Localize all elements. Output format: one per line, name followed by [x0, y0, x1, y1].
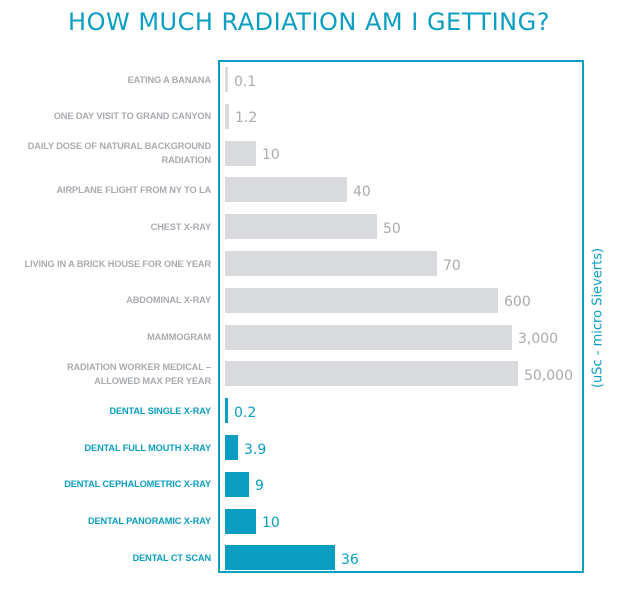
category-label-line: DENTAL SINGLE X-RAY	[109, 405, 211, 416]
category-label-line: CHEST X-RAY	[150, 221, 211, 232]
category-label: RADIATION WORKER MEDICAL – ALLOWED MAX PE…	[67, 360, 211, 388]
category-label: DENTAL FULL MOUTH X-RAY	[85, 441, 212, 455]
category-label-line: RADIATION WORKER MEDICAL –	[66, 361, 211, 372]
category-label: DAILY DOSE OF NATURAL BACKGROUND RADIATIO…	[28, 139, 211, 167]
category-label-line: AIRPLANE FLIGHT FROM NY TO LA	[56, 184, 212, 195]
bar	[225, 214, 377, 240]
category-label-line: DENTAL CEPHALOMETRIC X-RAY	[64, 479, 211, 490]
bar	[225, 435, 238, 460]
category-label: DENTAL PANORAMIC X-RAY	[88, 514, 211, 528]
category-label: ONE DAY VISIT TO GRAND CANYON	[54, 109, 211, 123]
bar	[225, 398, 228, 424]
data-label: 600	[504, 294, 531, 311]
data-label: 0.1	[234, 73, 257, 90]
category-label-line: ABDOMINAL X-RAY	[126, 295, 211, 306]
category-label: ABDOMINAL X-RAY	[126, 293, 211, 307]
data-label: 10	[262, 515, 280, 532]
bar	[225, 508, 256, 534]
category-label: EATING A BANANA	[127, 73, 212, 87]
category-label-line: MAMMOGRAM	[147, 332, 211, 343]
category-label: DENTAL CT SCAN	[132, 551, 212, 565]
bar	[225, 361, 518, 387]
unit-label: (uSc - micro Sieverts)	[590, 247, 606, 389]
category-label: LIVING IN A BRICK HOUSE FOR ONE YEAR	[24, 257, 212, 271]
data-label: 0.2	[234, 404, 257, 421]
chart-title: HOW MUCH RADIATION AM I GETTING?	[68, 8, 550, 36]
bar	[225, 140, 256, 166]
category-label-line: EATING A BANANA	[127, 74, 212, 85]
bar	[225, 251, 437, 276]
category-label-line: DENTAL FULL MOUTH X-RAY	[84, 442, 212, 453]
data-label: 50,000	[524, 367, 573, 384]
bar	[225, 324, 512, 350]
bar	[225, 545, 335, 571]
chart-frame	[218, 60, 584, 573]
data-label: 9	[255, 478, 264, 495]
bar	[225, 67, 228, 92]
data-label: 36	[341, 551, 359, 568]
category-label: DENTAL CEPHALOMETRIC X-RAY	[64, 477, 211, 491]
category-label: MAMMOGRAM	[147, 330, 211, 344]
data-label: 70	[443, 257, 461, 274]
category-label-line: ONE DAY VISIT TO GRAND CANYON	[53, 111, 211, 122]
bar	[225, 471, 249, 497]
category-label-line: DAILY DOSE OF NATURAL BACKGROUND	[27, 141, 211, 152]
category-label: CHEST X-RAY	[151, 220, 211, 234]
data-label: 40	[353, 183, 371, 200]
category-label-line: DENTAL CT SCAN	[132, 552, 212, 563]
bar	[225, 103, 229, 129]
data-label: 10	[262, 147, 280, 164]
data-label: 1.2	[235, 110, 258, 127]
category-label-line: LIVING IN A BRICK HOUSE FOR ONE YEAR	[24, 258, 212, 269]
category-label: DENTAL SINGLE X-RAY	[109, 404, 211, 418]
data-label: 3,000	[518, 331, 559, 348]
bar	[225, 177, 347, 203]
category-label: AIRPLANE FLIGHT FROM NY TO LA	[56, 183, 212, 197]
category-label-line: RADIATION	[161, 155, 212, 166]
category-label-line: DENTAL PANORAMIC X-RAY	[87, 516, 211, 527]
category-label-line: ALLOWED MAX PER YEAR	[94, 375, 211, 386]
data-label: 3.9	[244, 441, 267, 458]
bar	[225, 287, 498, 313]
data-label: 50	[383, 220, 401, 237]
